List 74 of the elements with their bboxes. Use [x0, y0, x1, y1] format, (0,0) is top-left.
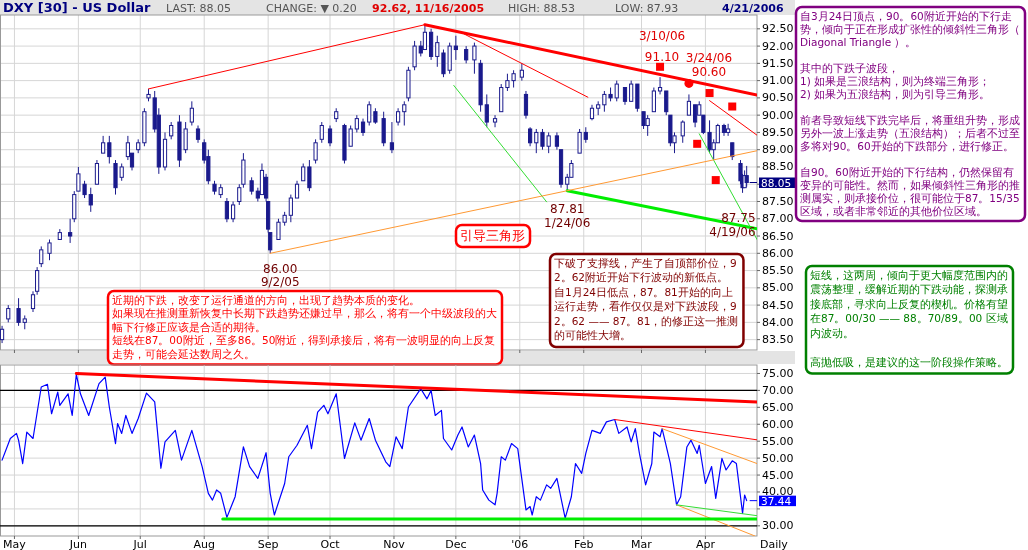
- y-tick-label: 65.00: [762, 400, 794, 414]
- y-tick-label: 86.00: [762, 246, 794, 260]
- y-tick-label: 89.50: [762, 125, 794, 139]
- y-tick-label: 86.50: [762, 229, 794, 243]
- y-tick-label: 30.00: [762, 519, 794, 533]
- y-tick-label: 45.00: [762, 468, 794, 482]
- text: 2) 如果为五浪结构，则为引导三角形。: [800, 87, 991, 100]
- y-tick-label: 85.50: [762, 264, 794, 278]
- y-tick-label: 70.00: [762, 383, 794, 397]
- y-tick-label: 91.50: [762, 56, 794, 70]
- annotation: 90.60: [691, 65, 727, 80]
- x-tick-label: Mar: [631, 538, 653, 550]
- chart-title: DXY [30] - US Dollar: [3, 0, 152, 15]
- y-tick-label: 91.00: [762, 74, 794, 88]
- annotation: 91.10: [644, 50, 680, 65]
- annotation: 1/24/06: [544, 215, 591, 230]
- text: 短线，这两周，倾向于更大幅度范围内的震荡整理，缓解近期的下跌动能，探测承接底部，寻求向上反复的楔机。价格有望在87。00/30 —— 88。70/89。00 区域内波动。: [810, 268, 1008, 339]
- annotation: LOW: 87.93: [615, 2, 679, 15]
- annotation: 9/2/05: [260, 275, 300, 290]
- y-tick-label: 92.50: [762, 22, 794, 36]
- x-tick-label: Aug: [193, 538, 215, 550]
- text: 前者导致短线下跌完毕后，将重组升势，形成另外一波上涨走势（五浪结构）；后者不过至多将对90。60开始的下跌部分，进行修正。: [800, 113, 1020, 152]
- annotation: HIGH: 88.53: [508, 2, 576, 15]
- annotation: 下破了支撑线，产生了自顶部价位，92。62附近开始下行波动的新低点。: [554, 256, 737, 283]
- annotation: 92.62, 11/16/2005: [372, 2, 485, 15]
- annotation: 引导三角形: [460, 228, 525, 243]
- x-tick-label: Apr: [695, 538, 716, 550]
- annotation: 自1月24日低点，87。81开始的向上运行走势，看作仅仅是对下跌波段，92。62 —— 87。81，的修正这一推测的可能性大增。: [554, 285, 739, 341]
- annotation: 87.75: [721, 210, 756, 225]
- y-tick-label: 90.50: [762, 91, 794, 105]
- y-tick-label: 88.50: [762, 160, 794, 174]
- x-tick-label: Jun: [68, 538, 87, 550]
- y-tick-label: 87.50: [762, 194, 794, 208]
- annotation: 87.81: [550, 201, 585, 216]
- annotation: LAST: 88.05: [166, 2, 232, 15]
- x-tick-label: Jul: [132, 538, 147, 550]
- x-tick-label: '06: [511, 538, 529, 550]
- text: 1) 如果是三浪结构，则为终端三角形；: [800, 74, 991, 87]
- annotation: 3/10/06: [638, 29, 686, 44]
- annotation: 如果现在推测重新恢复中长期下跌趋势还嫌过早，那么，将有一个中级波段的大幅下行修正应该是合适的期待。: [112, 307, 497, 333]
- x-tick-label: Sep: [257, 538, 279, 550]
- annotation: 4/19/06: [709, 224, 756, 239]
- x-tick-label: Feb: [573, 538, 594, 550]
- text: 自90。60附近开始的下行结构，仍然保留有变异的可能性。然而，如果倾斜性三角形的推测属实，则承接价位，很可能位于87。15/35区域，或者非常邻近的其他价位区域。: [800, 165, 1020, 217]
- x-axis-title: Daily: [760, 538, 789, 550]
- y-tick-label: 55.00: [762, 434, 794, 448]
- y-tick-label: 89.00: [762, 143, 794, 157]
- y-tick-label: 50.00: [762, 451, 794, 465]
- x-tick-label: May: [3, 538, 27, 550]
- last-value: 37.44: [749, 494, 796, 507]
- annotation: 86.00: [263, 262, 298, 277]
- annotation: 37.44: [761, 494, 792, 507]
- annotation: 近期的下跌，改变了运行通道的方向，出现了趋势本质的变化。: [112, 293, 420, 306]
- annotation: 3/24/06: [685, 51, 733, 66]
- x-tick-label: Oct: [320, 538, 341, 550]
- text: 高抛低吸，是建议的这一阶段操作策略。: [810, 355, 1008, 368]
- last-value: 88.05: [749, 176, 796, 189]
- y-tick-label: 84.50: [762, 298, 794, 312]
- y-tick-label: 60.00: [762, 417, 794, 431]
- text: 自3月24日顶点，90。60附近开始的下行走势，倾向于正在形成扩张性的倾斜性三角形（Diagonal Triangle ）。: [800, 9, 1020, 48]
- annotation: 短线在87。00附近，至多86。50附近，得到承接后，将有一波明显的向上反复走势，可能会延达数周之久。: [112, 334, 496, 360]
- y-tick-label: 90.00: [762, 108, 794, 122]
- y-tick-label: 75.00: [762, 366, 794, 380]
- y-tick-label: 92.00: [762, 39, 794, 53]
- y-tick-label: 83.50: [762, 333, 794, 347]
- annotation: 4/21/2006: [722, 2, 784, 15]
- annotation: 88.05: [761, 176, 792, 189]
- y-tick-label: 84.00: [762, 315, 794, 329]
- y-tick-label: 85.00: [762, 281, 794, 295]
- y-tick-label: 87.00: [762, 212, 794, 226]
- text: 其中的下跌子波段，: [800, 61, 899, 74]
- x-tick-label: Nov: [383, 538, 406, 550]
- x-tick-label: Dec: [445, 538, 467, 550]
- annotation: CHANGE: ▼ 0.20: [266, 2, 357, 15]
